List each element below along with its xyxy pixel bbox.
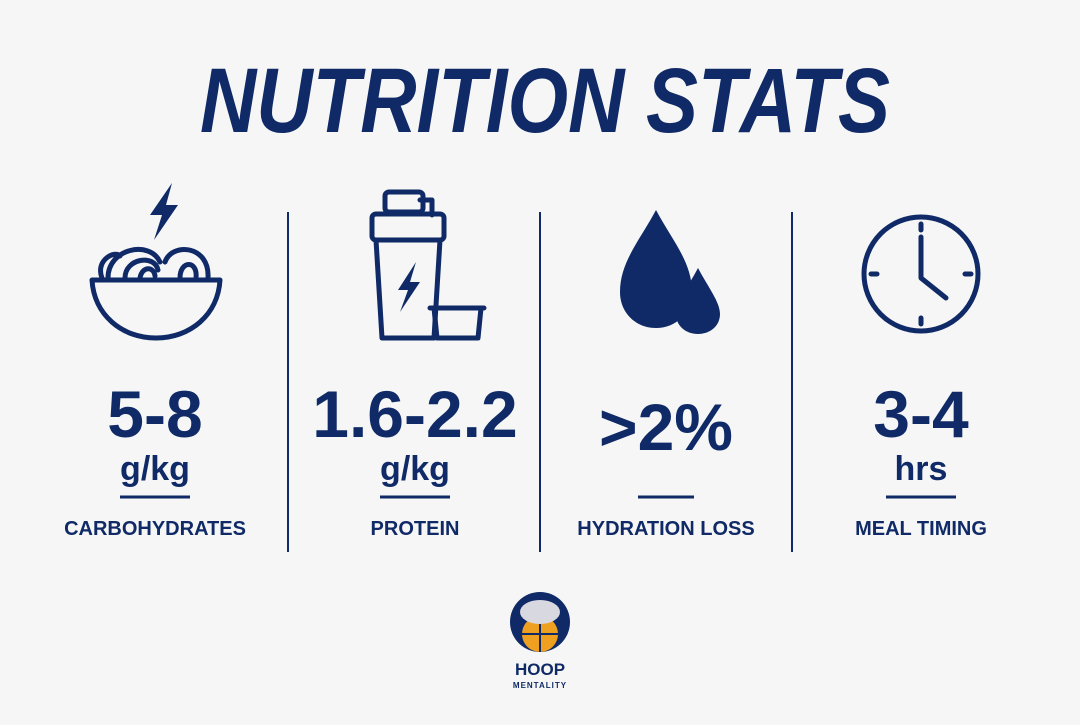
stat-label: PROTEIN xyxy=(371,518,460,540)
stat-value: 3-4 xyxy=(873,377,969,451)
stat-label: MEAL TIMING xyxy=(855,518,987,540)
logo: HOOP MENTALITY xyxy=(510,592,570,690)
stat-value: >2% xyxy=(599,390,733,464)
stat-value: 1.6-2.2 xyxy=(312,377,517,451)
bowl-icon xyxy=(89,183,223,341)
stat-value: 5-8 xyxy=(107,377,202,451)
clock-icon xyxy=(861,214,981,334)
stat-label: CARBOHYDRATES xyxy=(64,518,246,540)
logo-tagline: MENTALITY xyxy=(513,681,567,690)
logo-name: HOOP xyxy=(515,660,565,679)
shaker-icon xyxy=(369,189,487,341)
stat-unit: g/kg xyxy=(120,450,190,488)
stat-unit: g/kg xyxy=(380,450,450,488)
drops-icon xyxy=(620,210,720,334)
stat-unit: hrs xyxy=(895,450,948,488)
title: NUTRITION STATS xyxy=(200,50,890,152)
stat-label: HYDRATION LOSS xyxy=(577,518,754,540)
